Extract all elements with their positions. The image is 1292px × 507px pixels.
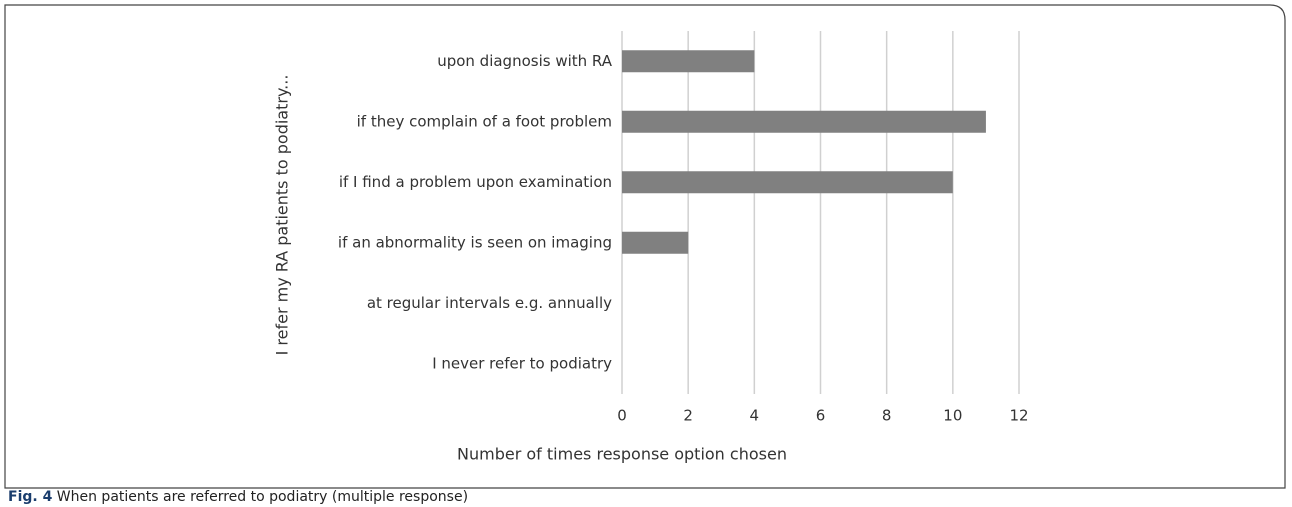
bar (622, 110, 986, 133)
y-tick-label: at regular intervals e.g. annually (367, 294, 612, 312)
y-axis-title: I refer my RA patients to podiatry... (273, 75, 292, 356)
bar (622, 171, 953, 194)
caption-text: When patients are referred to podiatry (… (57, 489, 468, 505)
x-tick-label: 2 (683, 407, 693, 425)
bar (622, 50, 755, 73)
x-tick-label: 0 (617, 407, 627, 425)
x-tick-label: 12 (1009, 407, 1028, 425)
x-tick-label: 6 (816, 407, 826, 425)
x-tick-label: 8 (882, 407, 892, 425)
y-tick-label: I never refer to podiatry (432, 354, 612, 372)
y-tick-label: if an abnormality is seen on imaging (338, 233, 612, 251)
bar (622, 231, 689, 254)
x-tick-label: 4 (750, 407, 760, 425)
caption: Fig. 4 When patients are referred to pod… (8, 489, 468, 505)
y-tick-label: if I find a problem upon examination (339, 173, 612, 191)
x-axis-title: Number of times response option chosen (457, 445, 787, 464)
caption-label: Fig. 4 (8, 489, 53, 505)
y-tick-label: if they complain of a foot problem (357, 112, 612, 130)
frame (4, 4, 1286, 489)
x-tick-label: 10 (943, 407, 962, 425)
y-tick-label: upon diagnosis with RA (437, 52, 613, 70)
